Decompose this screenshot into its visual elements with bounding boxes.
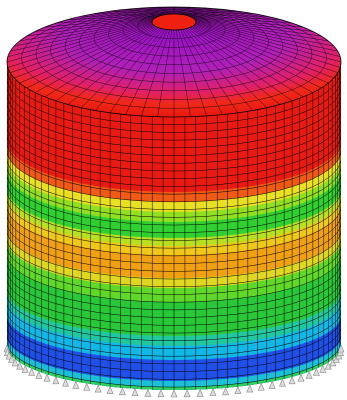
support: [258, 383, 264, 390]
support: [247, 385, 253, 392]
support: [29, 369, 35, 376]
support: [171, 390, 177, 397]
support: [306, 371, 312, 378]
support: [184, 390, 190, 397]
support: [95, 385, 101, 392]
support: [107, 387, 113, 394]
support: [269, 381, 275, 388]
support: [132, 389, 138, 396]
support: [44, 374, 50, 381]
support: [279, 379, 285, 386]
support: [84, 383, 90, 390]
support: [145, 389, 151, 396]
roof-opening: [152, 14, 196, 30]
support: [313, 369, 319, 376]
support: [298, 374, 304, 381]
support: [36, 371, 42, 378]
support: [235, 387, 241, 394]
support: [73, 381, 79, 388]
support: [223, 388, 229, 395]
support: [158, 390, 164, 397]
support: [197, 389, 203, 396]
tank-contour-plot: [0, 0, 347, 400]
support: [119, 388, 125, 395]
page: (() => { const svg = document.getElement…: [0, 0, 347, 400]
support: [210, 389, 216, 396]
support: [289, 377, 295, 384]
support: [53, 377, 59, 384]
support: [63, 379, 69, 386]
